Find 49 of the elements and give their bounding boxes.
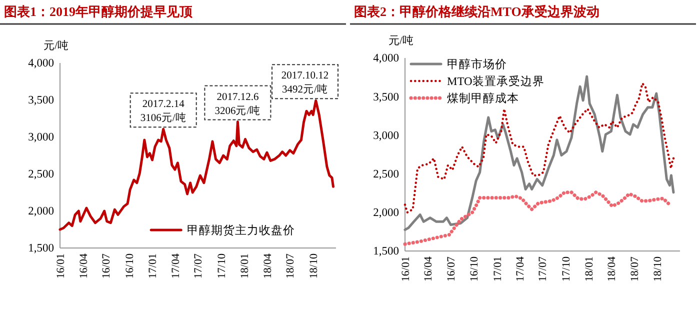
y-tick-label: 2,500 bbox=[373, 168, 400, 180]
legend-label: 甲醇期货主力收盘价 bbox=[187, 223, 296, 237]
x-tick-label: 17/01 bbox=[147, 254, 160, 279]
x-tick-label: 17/07 bbox=[192, 253, 205, 279]
x-tick-label: 17/10 bbox=[216, 253, 228, 279]
legend-label: 煤制甲醇成本 bbox=[447, 91, 519, 105]
y-tick-label: 3,500 bbox=[373, 91, 400, 104]
y-axis-title: 元/吨 bbox=[388, 34, 414, 47]
x-tick-label: 16/10 bbox=[468, 256, 481, 282]
x-tick-label: 18/01 bbox=[583, 256, 596, 282]
x-tick-label: 18/04 bbox=[262, 253, 274, 279]
y-axis-title: 元/吨 bbox=[43, 39, 69, 52]
x-tick-label: 16/07 bbox=[100, 253, 113, 279]
y-tick-label: 2,000 bbox=[28, 206, 54, 218]
legend-label: MTO装置承受边界 bbox=[447, 75, 544, 88]
x-tick-label: 17/07 bbox=[537, 256, 550, 282]
x-tick-label: 18/01 bbox=[239, 254, 252, 279]
x-tick-label: 16/10 bbox=[124, 253, 136, 279]
line-series bbox=[403, 190, 672, 246]
x-tick-label: 18/07 bbox=[284, 253, 297, 279]
y-tick-label: 2,000 bbox=[373, 207, 400, 220]
chart-title: 图表2：甲醇价格继续沿MTO承受边界波动 bbox=[354, 4, 600, 19]
x-tick-label: 16/01 bbox=[400, 256, 412, 282]
annotation: 2017.10.12 3492元/吨 bbox=[281, 70, 329, 96]
x-tick-label: 17/10 bbox=[560, 256, 572, 282]
x-tick-label: 18/10 bbox=[652, 256, 664, 282]
x-tick-label: 16/04 bbox=[422, 256, 435, 282]
annotation: 2017.2.14 3106元/吨 bbox=[140, 99, 186, 124]
x-tick-label: 16/01 bbox=[54, 254, 67, 279]
line-series bbox=[404, 75, 675, 232]
x-tick-label: 18/10 bbox=[308, 253, 320, 279]
y-tick-label: 3,500 bbox=[28, 94, 54, 107]
y-tick-label: 1,500 bbox=[373, 246, 400, 258]
y-tick-label: 3,000 bbox=[373, 130, 400, 142]
x-tick-label: 18/07 bbox=[628, 256, 641, 282]
x-tick-label: 16/04 bbox=[78, 253, 90, 279]
y-tick-label: 4,000 bbox=[373, 52, 400, 65]
y-tick-label: 3,000 bbox=[28, 132, 54, 144]
y-tick-label: 4,000 bbox=[28, 58, 54, 70]
x-tick-label: 16/07 bbox=[446, 256, 458, 282]
x-tick-label: 17/01 bbox=[492, 256, 504, 282]
x-tick-label: 17/04 bbox=[170, 253, 182, 279]
y-tick-label: 1,500 bbox=[28, 242, 54, 255]
x-tick-label: 17/04 bbox=[514, 256, 526, 282]
annotation: 2017.12.6 3206元/吨 bbox=[214, 92, 261, 117]
y-tick-label: 2,500 bbox=[28, 168, 54, 181]
legend-label: 甲醇市场价 bbox=[447, 57, 507, 71]
chart-title: 图表1：2019年甲醇期价提早见顶 bbox=[4, 4, 194, 19]
x-tick-label: 18/04 bbox=[606, 256, 618, 282]
